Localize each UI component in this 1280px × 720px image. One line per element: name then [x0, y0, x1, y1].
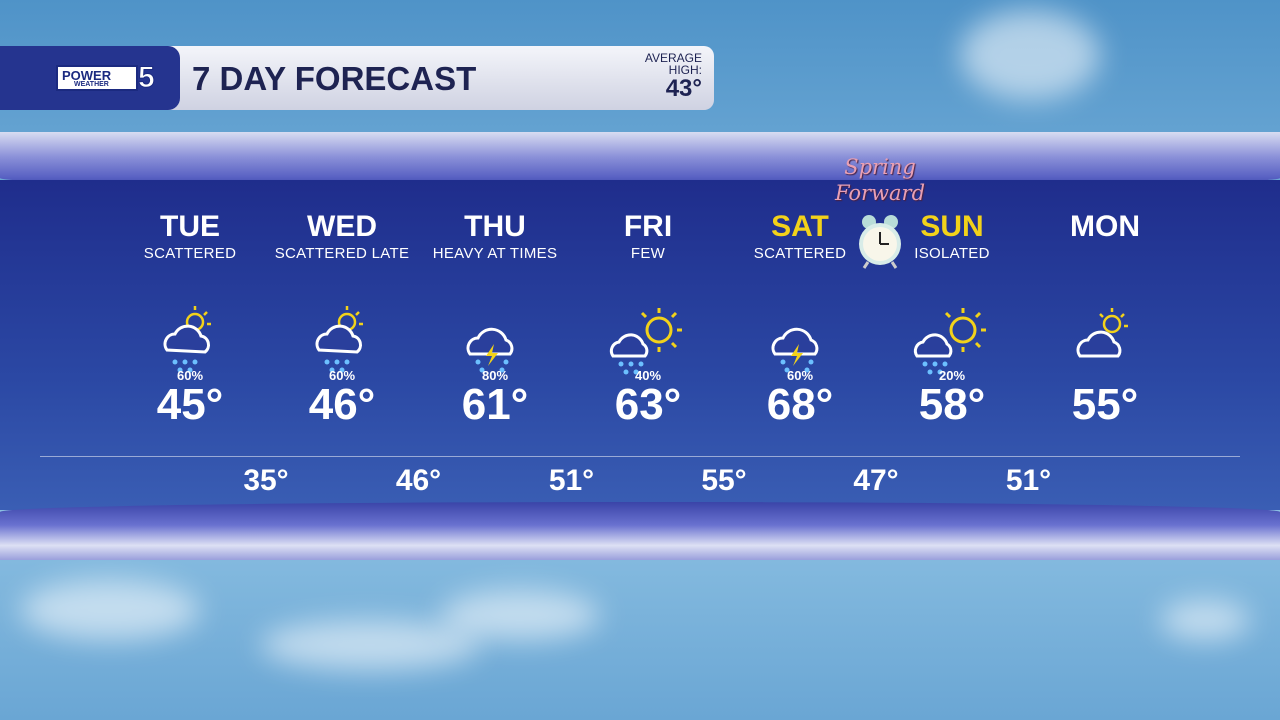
high-temp: 68° [766, 380, 834, 429]
high-temp: 58° [918, 380, 986, 429]
precip-chance: 80% [481, 368, 509, 383]
low-temp: 55° [701, 464, 747, 497]
thunderstorm-icon [771, 327, 819, 373]
partly-cloudy-rain-icon [163, 306, 211, 373]
divider [40, 456, 1240, 457]
day-name: THU [464, 210, 526, 243]
day-column-tue: TUE SCATTERED 60% 45° [115, 210, 265, 428]
day-column-mon: MON 55° [1030, 210, 1180, 428]
day-column-fri: FRI FEW 40% 63° [573, 210, 723, 428]
partly-cloudy-icon [1076, 308, 1128, 358]
top-band [0, 132, 1280, 188]
alarm-clock-icon [859, 215, 901, 269]
high-temp: 63° [614, 380, 682, 429]
day-name: FRI [623, 210, 673, 243]
day-description: FEW [630, 245, 666, 262]
low-temp: 51° [1005, 464, 1052, 497]
precip-chance: 40% [634, 368, 662, 383]
high-temp: 46° [308, 380, 376, 429]
partly-cloudy-rain-icon [315, 306, 363, 373]
day-description: SCATTERED [753, 245, 847, 262]
low-temp: 46° [395, 464, 442, 497]
average-high: AVERAGE HIGH: 43° [644, 51, 702, 102]
day-description: SCATTERED [143, 245, 237, 262]
day-description: HEAVY AT TIMES [432, 245, 558, 262]
day-description [1030, 246, 1180, 296]
day-name: MON [1070, 210, 1140, 243]
day-column-thu: THU HEAVY AT TIMES 80% 61° [420, 210, 570, 428]
day-description: ISOLATED [914, 245, 990, 262]
day-column-sat: SAT SCATTERED 60% 68° [725, 210, 875, 428]
header-bar: POWER WEATHER 5 7 DAY FORECAST AVERAGE HI… [0, 46, 714, 110]
thunderstorm-icon [466, 327, 514, 373]
precip-chance: 60% [328, 368, 356, 383]
high-temp: 55° [1071, 380, 1139, 429]
low-temp: 47° [853, 464, 899, 497]
logo-area: POWER WEATHER 5 [0, 46, 180, 110]
bottom-band [0, 502, 1280, 560]
day-description: SCATTERED LATE [274, 245, 410, 262]
day-name: WED [307, 210, 377, 243]
day-name: TUE [160, 210, 220, 243]
day-name: SAT [771, 210, 829, 243]
power-of-5-logo: POWER WEATHER 5 [56, 61, 162, 95]
low-temp: 51° [548, 464, 595, 497]
precip-chance: 60% [176, 368, 204, 383]
average-high-value: 43° [665, 75, 702, 102]
day-column-sun: SUN ISOLATED 20% 58° [877, 210, 1027, 428]
sun-cloud-rain-icon [913, 308, 986, 375]
high-temp: 45° [156, 380, 224, 429]
precip-chance: 20% [938, 368, 966, 383]
sun-cloud-rain-icon [609, 308, 682, 375]
day-name: SUN [920, 210, 984, 243]
day-column-wed: WED SCATTERED LATE 60% 46° [267, 210, 417, 428]
spring-forward-note: Spring Forward [834, 155, 926, 205]
precip-chance: 60% [786, 368, 814, 383]
low-temp: 35° [243, 464, 289, 497]
page-title: 7 DAY FORECAST [192, 60, 477, 97]
high-temp: 61° [461, 380, 529, 429]
